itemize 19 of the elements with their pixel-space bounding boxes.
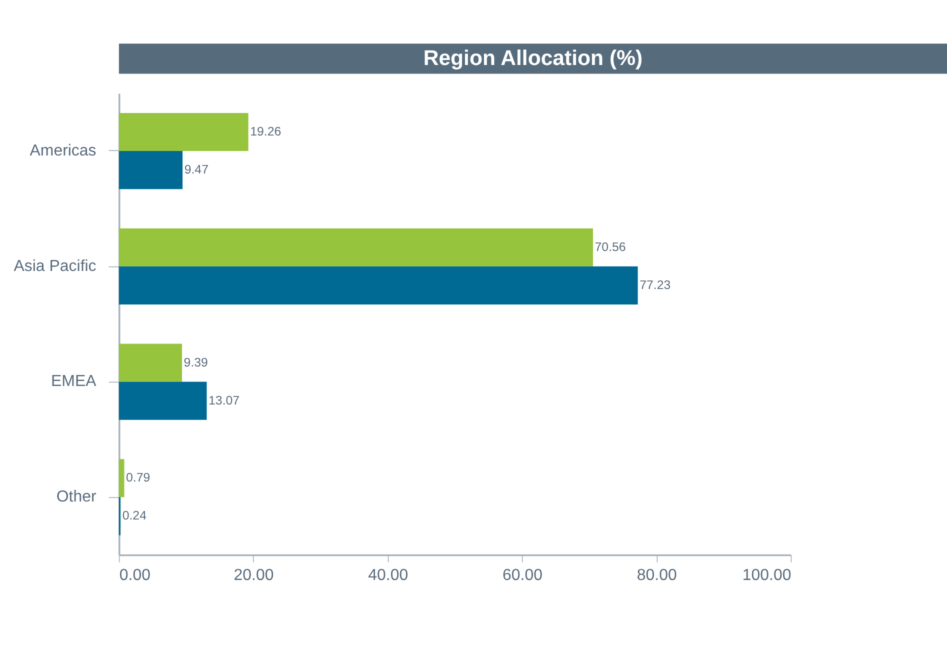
y-tick-label: Other [56,488,97,506]
data-label: 77.23 [640,278,671,292]
y-tick-label: EMEA [51,373,97,390]
data-label: 0.79 [126,470,150,485]
data-label: 0.24 [122,508,147,523]
x-tick-label: 80.00 [636,567,677,584]
data-label: 13.07 [208,393,240,408]
x-tick-label: 40.00 [368,567,408,584]
y-tick-label: Americas [30,142,96,160]
data-label: 9.39 [184,355,208,370]
x-tick-label: 20.00 [234,567,274,584]
data-label: 9.47 [184,162,209,177]
chart-title: Region Allocation (%) [423,46,643,70]
data-label: 19.26 [250,124,282,139]
x-tick-label: 100.00 [742,567,792,584]
y-tick-label: Asia Pacific [14,258,96,275]
x-tick-label: 0.00 [119,567,151,584]
data-label: 70.56 [594,240,626,254]
x-tick-label: 60.00 [502,567,543,584]
